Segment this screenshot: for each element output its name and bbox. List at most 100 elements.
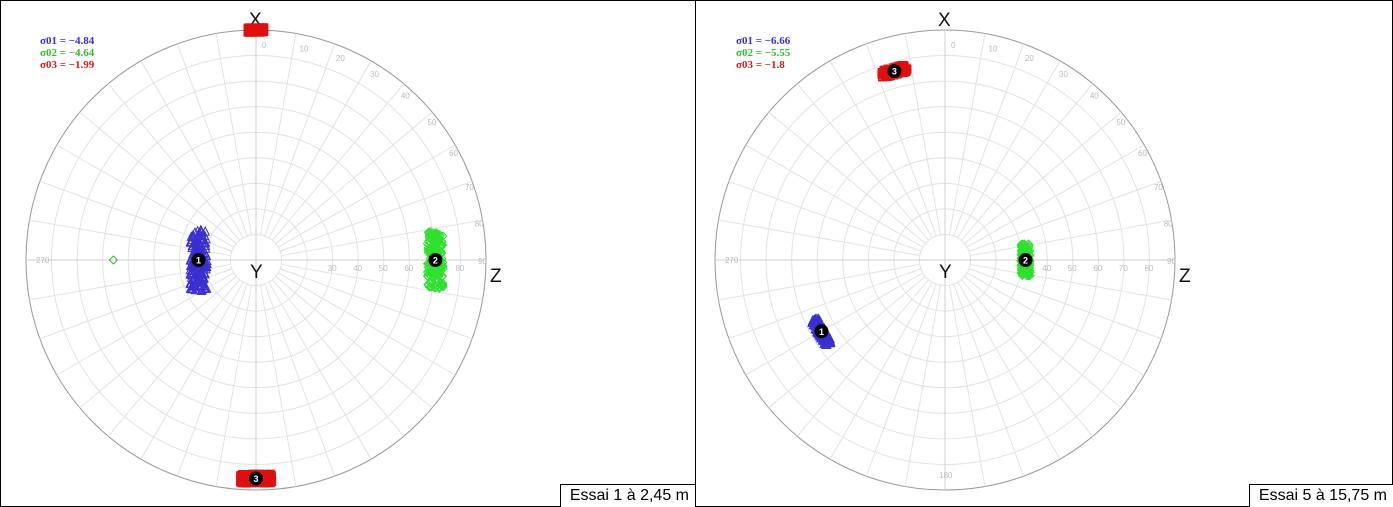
scatter-point bbox=[194, 276, 204, 286]
stress-cluster-1: 1 bbox=[807, 313, 836, 349]
net-radial-line bbox=[140, 60, 244, 239]
net-radial-line bbox=[970, 263, 1172, 301]
net-radial-line bbox=[107, 83, 240, 241]
net-radial-line bbox=[277, 144, 456, 248]
scatter-point bbox=[430, 276, 440, 286]
scatter-point bbox=[196, 225, 207, 236]
net-radial-line bbox=[272, 279, 405, 437]
net-radial-line bbox=[953, 283, 1025, 477]
scatter-point bbox=[237, 471, 247, 481]
net-radial-line bbox=[56, 144, 235, 248]
tick-label: 0 bbox=[951, 41, 956, 50]
scatter-point bbox=[433, 229, 444, 239]
net-radial-line bbox=[865, 283, 937, 477]
sigma02-label: σ02 = −5.55 bbox=[736, 47, 791, 59]
axis-label-z: Z bbox=[490, 266, 502, 287]
radial-tick-label: 70 bbox=[1119, 264, 1128, 273]
net-radial-line bbox=[259, 285, 297, 487]
scatter-point bbox=[423, 279, 433, 290]
scatter-point bbox=[422, 271, 433, 281]
net-radial-line bbox=[970, 219, 1172, 257]
scatter-point bbox=[1024, 240, 1034, 250]
tick-label: 80 bbox=[1164, 219, 1173, 228]
net-radial-line bbox=[968, 268, 1162, 340]
net-radial-line bbox=[279, 268, 473, 340]
axis-label-y: Y bbox=[250, 262, 263, 283]
radial-tick-label: 30 bbox=[328, 264, 337, 273]
axis-label-z: Z bbox=[1179, 266, 1191, 287]
net-radial-line bbox=[215, 33, 253, 235]
radial-tick-label: 50 bbox=[379, 264, 388, 273]
principal-stress-number: 3 bbox=[892, 67, 897, 77]
tick-label: 50 bbox=[427, 118, 436, 127]
net-radial-line bbox=[140, 281, 244, 460]
net-radial-line bbox=[745, 272, 924, 376]
stereonet-panel-left: 0102030405060708090270180304050607080XYZ… bbox=[0, 0, 695, 507]
net-radial-line bbox=[277, 272, 456, 376]
net-radial-line bbox=[264, 43, 336, 237]
principal-stress-number: 2 bbox=[1023, 256, 1028, 266]
net-radial-line bbox=[745, 144, 924, 248]
sigma03-label: σ03 = −1.99 bbox=[40, 59, 95, 71]
net-radial-line bbox=[728, 180, 922, 252]
tick-label: 10 bbox=[989, 44, 998, 53]
scatter-point bbox=[188, 283, 198, 294]
net-radial-line bbox=[796, 83, 929, 241]
net-radial-line bbox=[718, 219, 920, 257]
radial-tick-label: 40 bbox=[1042, 264, 1051, 273]
scatter-point bbox=[430, 282, 441, 293]
net-radial-line bbox=[904, 285, 942, 487]
stereonet-plot-left: 0102030405060708090270180304050607080XYZ… bbox=[25, 10, 502, 491]
net-radial-line bbox=[275, 276, 433, 409]
net-radial-line bbox=[961, 279, 1094, 437]
scatter-point bbox=[436, 279, 446, 289]
principal-stress-number: 1 bbox=[819, 327, 824, 337]
radial-tick-label: 40 bbox=[353, 264, 362, 273]
tick-label: 80 bbox=[475, 219, 484, 228]
tick-label: 60 bbox=[1138, 149, 1147, 158]
net-radial-line bbox=[957, 60, 1061, 239]
tick-label-180: 180 bbox=[939, 471, 953, 480]
net-radial-line bbox=[264, 283, 336, 477]
stress-cluster-1: 1 bbox=[185, 224, 212, 295]
net-radial-line bbox=[829, 281, 933, 460]
scatter-point bbox=[434, 283, 444, 294]
tick-label: 0 bbox=[262, 41, 267, 50]
net-radial-line bbox=[829, 60, 933, 239]
principal-stress-number: 3 bbox=[253, 474, 258, 484]
caption-right: Essai 5 à 15,75 m bbox=[1248, 484, 1393, 507]
radial-tick-label: 60 bbox=[1093, 264, 1102, 273]
tick-label: 20 bbox=[1025, 54, 1034, 63]
tick-label: 50 bbox=[1116, 118, 1125, 127]
tick-label: 40 bbox=[401, 92, 410, 101]
net-radial-line bbox=[107, 279, 240, 437]
stress-cluster-2: 2 bbox=[422, 226, 448, 294]
scatter-point bbox=[265, 470, 275, 480]
net-radial-line bbox=[268, 60, 372, 239]
principal-stress-marker bbox=[887, 64, 902, 79]
scatter-point bbox=[436, 239, 447, 249]
scatter-point bbox=[424, 230, 435, 240]
scatter-point bbox=[1022, 270, 1032, 281]
axis-label-y: Y bbox=[939, 262, 952, 283]
scatter-point bbox=[185, 278, 196, 288]
sigma01-label: σ01 = −4.84 bbox=[40, 35, 95, 47]
net-radial-line bbox=[964, 276, 1122, 409]
scatter-point bbox=[438, 278, 448, 288]
scatter-point bbox=[437, 236, 447, 247]
principal-stress-number: 1 bbox=[196, 256, 201, 266]
tick-label: 30 bbox=[370, 70, 379, 79]
tick-label: 60 bbox=[449, 149, 458, 158]
stress-cluster-3: 3 bbox=[236, 469, 277, 488]
tick-label: 90 bbox=[478, 257, 487, 266]
net-radial-line bbox=[275, 111, 433, 244]
scatter-point bbox=[424, 233, 435, 243]
net-radial-line bbox=[215, 285, 253, 487]
net-radial-line bbox=[279, 180, 473, 252]
stress-cluster-3b bbox=[243, 23, 269, 37]
net-radial-line bbox=[268, 281, 372, 460]
stress-legend-right: σ01 = −6.66 σ02 = −5.55 σ03 = −1.8 bbox=[736, 35, 790, 71]
net-radial-line bbox=[796, 279, 929, 437]
principal-stress-marker bbox=[428, 253, 443, 267]
